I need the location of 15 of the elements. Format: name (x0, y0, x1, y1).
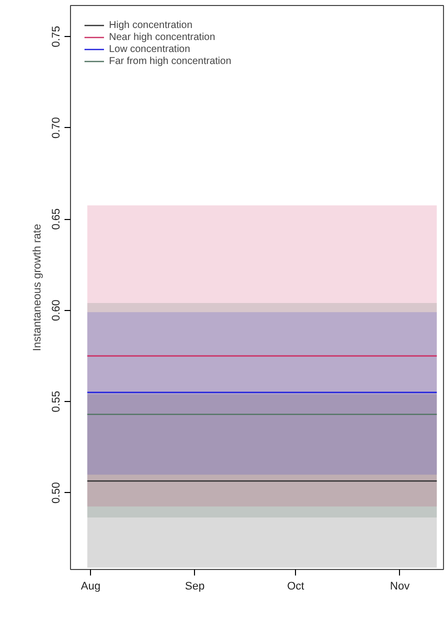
legend-label: High concentration (109, 19, 192, 31)
legend-label: Low concentration (109, 43, 190, 55)
x-tick-label: Sep (185, 580, 205, 592)
y-tick-label: 0.75 (50, 26, 62, 48)
legend-label: Near high concentration (109, 31, 216, 43)
x-tick-label: Oct (287, 580, 304, 592)
y-tick-label: 0.70 (50, 117, 62, 138)
x-tick-label: Nov (390, 580, 410, 592)
x-tick-label: Aug (80, 580, 100, 592)
y-tick-label: 0.55 (50, 390, 62, 412)
y-tick-label: 0.50 (50, 482, 62, 504)
y-tick-label: 0.65 (50, 208, 62, 230)
y-axis-title: Instantaneous growth rate (32, 224, 44, 352)
y-tick-label: 0.60 (50, 300, 62, 322)
legend-label: Far from high concentration (109, 55, 232, 67)
